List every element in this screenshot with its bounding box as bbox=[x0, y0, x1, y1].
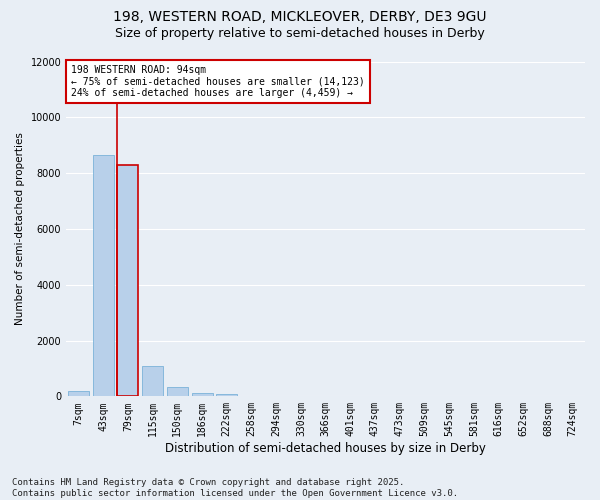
Bar bbox=[118, 164, 139, 396]
Bar bbox=[167, 386, 188, 396]
Bar bbox=[191, 393, 212, 396]
Bar bbox=[93, 155, 114, 396]
X-axis label: Distribution of semi-detached houses by size in Derby: Distribution of semi-detached houses by … bbox=[165, 442, 486, 455]
Bar bbox=[142, 366, 163, 396]
Text: 198 WESTERN ROAD: 94sqm
← 75% of semi-detached houses are smaller (14,123)
24% o: 198 WESTERN ROAD: 94sqm ← 75% of semi-de… bbox=[71, 65, 365, 98]
Y-axis label: Number of semi-detached properties: Number of semi-detached properties bbox=[15, 132, 25, 326]
Bar bbox=[216, 394, 237, 396]
Text: Size of property relative to semi-detached houses in Derby: Size of property relative to semi-detach… bbox=[115, 28, 485, 40]
Text: Contains HM Land Registry data © Crown copyright and database right 2025.
Contai: Contains HM Land Registry data © Crown c… bbox=[12, 478, 458, 498]
Text: 198, WESTERN ROAD, MICKLEOVER, DERBY, DE3 9GU: 198, WESTERN ROAD, MICKLEOVER, DERBY, DE… bbox=[113, 10, 487, 24]
Bar bbox=[68, 391, 89, 396]
